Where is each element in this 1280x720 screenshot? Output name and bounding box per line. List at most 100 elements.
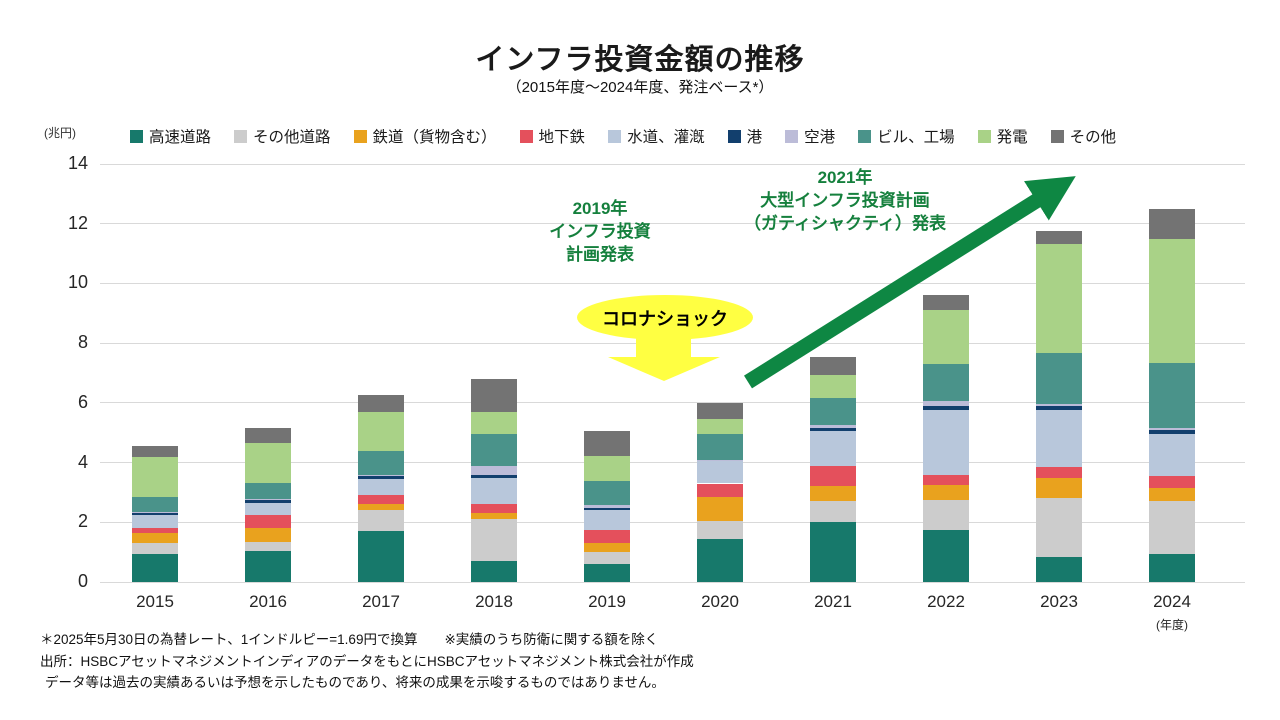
legend-swatch-icon bbox=[519, 129, 533, 143]
bar-segment-2023 bbox=[1036, 498, 1082, 557]
annotation-2021-plan: 2021年 大型インフラ投資計画 （ガティシャクティ）発表 bbox=[744, 168, 946, 233]
page-subtitle: （2015年度～2024年度、発注ベース*） bbox=[506, 79, 774, 96]
bar-segment-2019 bbox=[584, 481, 630, 506]
y-axis-tick-label: 12 bbox=[67, 212, 88, 233]
bar-segment-2024 bbox=[1149, 476, 1195, 488]
legend-label: 地下鉄 bbox=[538, 129, 586, 146]
x-axis-tick-label: 2023 bbox=[1040, 592, 1078, 611]
covid-down-arrowhead bbox=[608, 357, 720, 381]
legend-item: 地下鉄 bbox=[519, 125, 586, 147]
bar-segment-2022 bbox=[923, 474, 969, 485]
bar-segment-2019 bbox=[584, 564, 630, 582]
gridline bbox=[100, 581, 1245, 583]
x-axis-tick-label: 2022 bbox=[927, 592, 965, 611]
footnote-source: 出所：HSBCアセットマネジメントインディアのデータをもとにHSBCアセットマネ… bbox=[40, 653, 694, 669]
legend-label: 発電 bbox=[996, 129, 1028, 146]
growth-trend-arrow-icon bbox=[744, 176, 1076, 389]
chart-legend: 高速道路 その他道路 鉄道（貨物含む） 地下鉄 水道、灌漑 港 空港 ビル、工場 発電 その他 bbox=[130, 125, 1240, 147]
y-axis-tick-label: 4 bbox=[77, 451, 88, 472]
bar-segment-2019 bbox=[584, 508, 630, 511]
page-title: インフラ投資金額の推移 bbox=[475, 44, 805, 76]
bar-segment-2024 bbox=[1149, 434, 1195, 477]
bar-segment-2024 bbox=[1149, 553, 1195, 582]
legend-swatch-icon bbox=[858, 129, 872, 143]
bar-segment-2024 bbox=[1149, 501, 1195, 554]
bar-segment-2022 bbox=[923, 364, 969, 402]
legend-item: 発電 bbox=[977, 125, 1028, 147]
bar-segment-2024 bbox=[1149, 429, 1195, 435]
gridline bbox=[100, 402, 1245, 404]
bar-segment-2017 bbox=[358, 504, 404, 511]
legend-item: その他 bbox=[1050, 125, 1117, 147]
footnote-disclaimer: データ等は過去の実績あるいは予想を示したものであり、将来の成果を示唆するものでは… bbox=[45, 675, 665, 690]
x-axis-tick-label: 2018 bbox=[475, 592, 513, 611]
y-axis-tick-label: 10 bbox=[67, 272, 88, 293]
legend-swatch-icon bbox=[785, 129, 799, 143]
bar-segment-2019 bbox=[584, 552, 630, 565]
x-axis-tick-label: 2016 bbox=[249, 592, 287, 611]
bar-segment-2022 bbox=[923, 295, 969, 311]
legend-item: 高速道路 bbox=[130, 125, 211, 147]
bar-segment-2024 bbox=[1149, 428, 1195, 430]
bar-segment-2021 bbox=[810, 465, 856, 487]
legend-item: 水道、灌漑 bbox=[608, 125, 705, 147]
x-axis-unit-label: (年度) bbox=[1156, 618, 1188, 632]
gridline bbox=[100, 163, 1245, 165]
bar-segment-2018 bbox=[471, 465, 517, 476]
bar-segment-2022 bbox=[923, 529, 969, 582]
bar-segment-2017 bbox=[358, 495, 404, 505]
bar-segment-2015 bbox=[132, 528, 178, 533]
legend-swatch-icon bbox=[353, 129, 367, 143]
gridline bbox=[100, 521, 1245, 523]
bar-segment-2021 bbox=[810, 398, 856, 426]
legend-label: ビル、工場 bbox=[877, 129, 955, 146]
bar-segment-2016 bbox=[245, 541, 291, 551]
bar-segment-2023 bbox=[1036, 353, 1082, 404]
bar-segment-2022 bbox=[923, 401, 969, 407]
bar-segment-2017 bbox=[358, 510, 404, 532]
gridline bbox=[100, 223, 1245, 225]
legend-item: ビル、工場 bbox=[858, 125, 955, 147]
legend-swatch-icon bbox=[608, 129, 622, 143]
bar-segment-2023 bbox=[1036, 403, 1082, 407]
x-axis-tick-label: 2021 bbox=[814, 592, 852, 611]
covid-shock-callout: コロナショック bbox=[577, 295, 753, 340]
legend-label: その他 bbox=[1069, 129, 1117, 146]
bar-segment-2016 bbox=[245, 482, 291, 500]
bar-segment-2015 bbox=[132, 496, 178, 512]
x-axis-tick-label: 2019 bbox=[588, 592, 626, 611]
bar-segment-2021 bbox=[810, 431, 856, 466]
bar-segment-2022 bbox=[923, 484, 969, 500]
bar-segment-2022 bbox=[923, 499, 969, 530]
bar-segment-2018 bbox=[471, 434, 517, 466]
annotation-2019-plan: 2019年 インフラ投資 計画発表 bbox=[549, 199, 651, 264]
bar-segment-2020 bbox=[697, 520, 743, 539]
footnote-exchange-rate: ＊2025年5月30日の為替レート、1インドルピー=1.69円で換算 ※実績のう… bbox=[40, 632, 659, 647]
y-axis-tick-label: 8 bbox=[77, 332, 88, 353]
bar-segment-2019 bbox=[584, 456, 630, 482]
bar-segment-2018 bbox=[471, 504, 517, 514]
bar-segment-2021 bbox=[810, 522, 856, 582]
x-axis-tick-label: 2017 bbox=[362, 592, 400, 611]
legend-label: その他道路 bbox=[253, 129, 331, 146]
y-axis-tick-label: 14 bbox=[67, 153, 88, 173]
bar-segment-2024 bbox=[1149, 238, 1195, 363]
bar-segment-2015 bbox=[132, 514, 178, 529]
bar-segment-2019 bbox=[584, 505, 630, 509]
bar-segment-2018 bbox=[471, 513, 517, 520]
bar-segment-2015 bbox=[132, 532, 178, 544]
bar-segment-2015 bbox=[132, 553, 178, 582]
legend-item: その他道路 bbox=[234, 125, 331, 147]
legend-swatch-icon bbox=[130, 129, 143, 143]
bar-segment-2015 bbox=[132, 446, 178, 457]
bar-segment-2024 bbox=[1149, 362, 1195, 429]
bar-segment-2020 bbox=[697, 460, 743, 462]
bar-segment-2020 bbox=[697, 538, 743, 582]
legend-swatch-icon bbox=[727, 129, 741, 143]
bar-segment-2020 bbox=[697, 419, 743, 435]
bar-segment-2015 bbox=[132, 512, 178, 515]
bar-segment-2022 bbox=[923, 406, 969, 411]
bar-segment-2016 bbox=[245, 514, 291, 529]
y-axis-unit-label: (兆円) bbox=[44, 126, 76, 140]
bar-segment-2020 bbox=[697, 459, 743, 461]
